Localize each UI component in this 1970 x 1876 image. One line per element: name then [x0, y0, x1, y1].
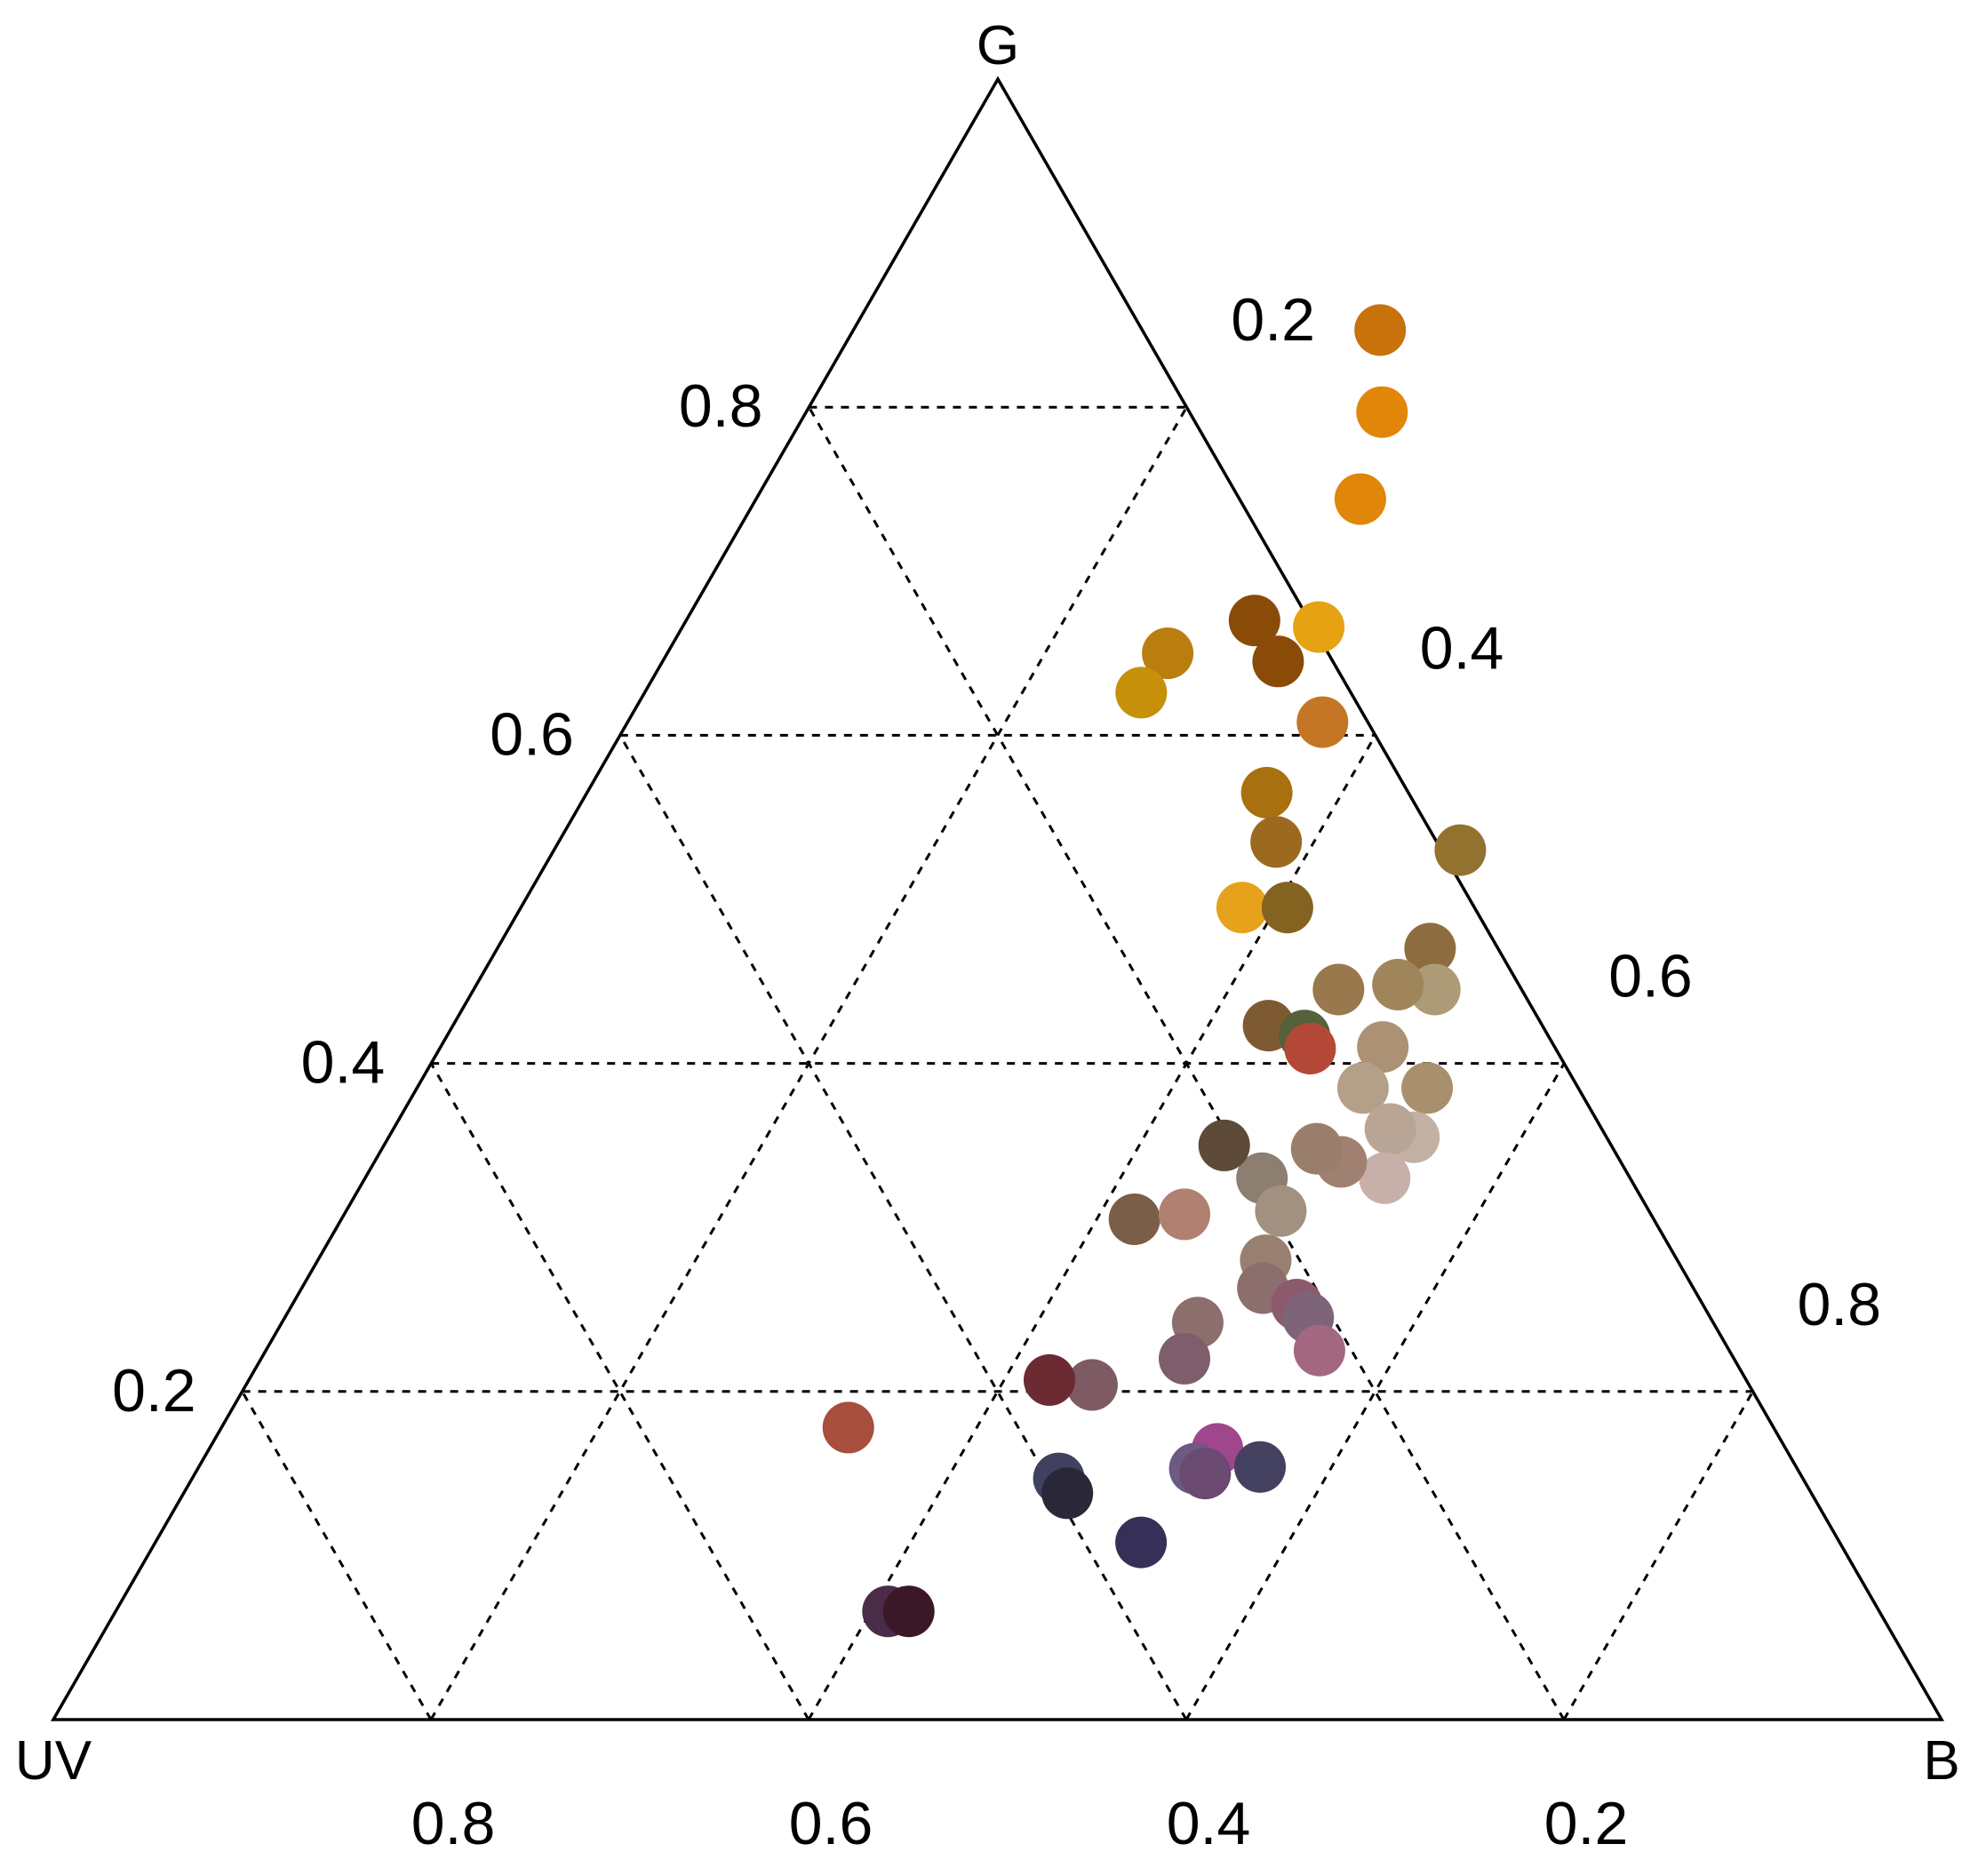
- tick-label-uv-1: 0.6: [789, 1790, 873, 1857]
- data-point: [1404, 922, 1456, 975]
- data-point: [1065, 1359, 1118, 1411]
- data-point: [1336, 1062, 1389, 1114]
- data-point: [1159, 1332, 1210, 1385]
- data-point: [1372, 959, 1424, 1010]
- data-point: [1159, 1188, 1210, 1241]
- data-point: [1240, 767, 1293, 818]
- data-point: [1216, 882, 1268, 934]
- tick-label-g-2: 0.6: [490, 700, 574, 768]
- tick-label-uv-0: 0.8: [411, 1790, 496, 1857]
- data-point: [1250, 816, 1303, 868]
- tick-label-b-0: 0.2: [1231, 286, 1315, 354]
- tick-label-uv-2: 0.4: [1167, 1790, 1251, 1857]
- grid-line-uv-1: [618, 734, 1188, 1720]
- grid-line-b-3: [1562, 1391, 1754, 1720]
- grid-layer: [241, 405, 1754, 1720]
- corner-label-g: G: [977, 15, 1019, 76]
- tick-label-b-2: 0.6: [1608, 943, 1693, 1010]
- data-point: [1356, 386, 1408, 438]
- corner-label-b: B: [1923, 1730, 1959, 1792]
- data-point: [822, 1401, 874, 1454]
- data-point: [1434, 824, 1487, 876]
- tick-label-b-3: 0.8: [1798, 1271, 1882, 1338]
- data-point: [1401, 1062, 1454, 1114]
- tick-label-g-1: 0.4: [301, 1029, 386, 1097]
- data-point: [1261, 882, 1313, 934]
- tick-label-g-3: 0.8: [679, 372, 763, 440]
- data-point: [1142, 627, 1194, 680]
- grid-line-uv-3: [241, 1391, 433, 1720]
- data-point: [1290, 1122, 1343, 1175]
- triangle-frame: [50, 76, 1945, 1721]
- data-point: [1364, 1103, 1416, 1155]
- data-point: [1252, 635, 1304, 688]
- data-point: [1234, 1441, 1286, 1493]
- data-point: [1255, 1185, 1307, 1237]
- tick-label-uv-3: 0.2: [1544, 1790, 1629, 1857]
- data-point: [1293, 1324, 1345, 1377]
- data-point: [1357, 1021, 1409, 1074]
- data-point: [1228, 595, 1280, 647]
- data-point: [1041, 1467, 1094, 1520]
- points-layer: [822, 304, 1487, 1638]
- data-point: [1293, 601, 1345, 653]
- data-point: [1312, 963, 1365, 1016]
- data-point: [1024, 1353, 1075, 1406]
- data-point: [1115, 1516, 1168, 1569]
- grid-line-uv-2: [429, 1062, 810, 1720]
- data-point: [1198, 1119, 1250, 1171]
- tick-label-g-0: 0.2: [112, 1357, 196, 1425]
- data-point: [1359, 1152, 1411, 1204]
- data-point: [1115, 667, 1168, 719]
- grid-line-b-2: [1184, 1062, 1566, 1720]
- data-point: [1334, 473, 1386, 525]
- data-point: [882, 1585, 935, 1638]
- corner-label-uv: UV: [15, 1730, 92, 1792]
- data-point: [1108, 1193, 1160, 1245]
- data-point: [1284, 1023, 1336, 1074]
- data-point: [1296, 696, 1349, 748]
- labels-layer: G UV B 0.2 0.4 0.6 0.8 0.2 0.4 0.6 0.8 0.8 0.6 0.4…: [15, 15, 1960, 1857]
- data-point: [1354, 304, 1407, 356]
- data-point: [1179, 1448, 1232, 1500]
- tick-label-b-1: 0.4: [1420, 614, 1504, 682]
